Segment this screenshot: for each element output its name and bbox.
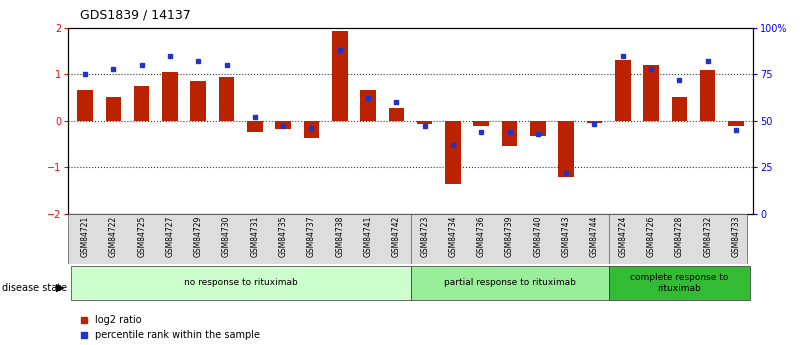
Text: GSM84730: GSM84730 <box>222 216 231 257</box>
Text: GSM84742: GSM84742 <box>392 216 400 257</box>
Text: GSM84729: GSM84729 <box>194 216 203 257</box>
Text: GSM84739: GSM84739 <box>505 216 514 257</box>
FancyBboxPatch shape <box>68 214 747 264</box>
Text: GSM84728: GSM84728 <box>675 216 684 257</box>
Bar <box>360 90 376 121</box>
Bar <box>671 97 687 121</box>
Text: GSM84738: GSM84738 <box>336 216 344 257</box>
Text: GSM84731: GSM84731 <box>251 216 260 257</box>
Text: GSM84743: GSM84743 <box>562 216 570 257</box>
Bar <box>643 65 659 121</box>
Bar <box>219 77 235 121</box>
Bar <box>388 108 405 121</box>
Text: GSM84741: GSM84741 <box>364 216 372 257</box>
Bar <box>586 121 602 123</box>
Text: GSM84735: GSM84735 <box>279 216 288 257</box>
Bar <box>501 121 517 146</box>
Bar <box>134 86 150 121</box>
Bar <box>276 121 291 129</box>
Bar <box>530 121 545 136</box>
Text: GSM84724: GSM84724 <box>618 216 627 257</box>
Text: percentile rank within the sample: percentile rank within the sample <box>95 330 260 339</box>
Bar <box>77 90 93 121</box>
Text: GSM84740: GSM84740 <box>533 216 542 257</box>
Text: GSM84737: GSM84737 <box>307 216 316 257</box>
Text: partial response to rituximab: partial response to rituximab <box>444 278 575 287</box>
FancyBboxPatch shape <box>609 266 750 300</box>
Bar <box>700 69 715 121</box>
Bar <box>106 97 121 121</box>
FancyBboxPatch shape <box>410 266 609 300</box>
Text: GSM84725: GSM84725 <box>137 216 146 257</box>
Text: GSM84727: GSM84727 <box>166 216 175 257</box>
Bar <box>417 121 433 125</box>
Text: GSM84744: GSM84744 <box>590 216 599 257</box>
Text: complete response to
rituximab: complete response to rituximab <box>630 273 729 293</box>
Text: GSM84734: GSM84734 <box>449 216 457 257</box>
Text: GDS1839 / 14137: GDS1839 / 14137 <box>80 9 191 22</box>
Bar <box>304 121 320 138</box>
Text: no response to rituximab: no response to rituximab <box>184 278 298 287</box>
Text: GSM84722: GSM84722 <box>109 216 118 257</box>
Text: disease state: disease state <box>2 283 66 293</box>
Text: log2 ratio: log2 ratio <box>95 315 141 325</box>
Bar <box>191 81 206 121</box>
Bar <box>445 121 461 184</box>
Bar <box>728 121 744 126</box>
Bar <box>162 72 178 121</box>
Text: GSM84726: GSM84726 <box>646 216 655 257</box>
Text: GSM84733: GSM84733 <box>731 216 740 257</box>
Text: ▶: ▶ <box>55 283 64 293</box>
Bar <box>558 121 574 177</box>
Text: GSM84723: GSM84723 <box>421 216 429 257</box>
Bar <box>247 121 263 132</box>
Text: GSM84721: GSM84721 <box>81 216 90 257</box>
Bar <box>332 31 348 121</box>
Text: GSM84736: GSM84736 <box>477 216 485 257</box>
Bar <box>473 121 489 126</box>
Bar <box>615 60 630 121</box>
Text: GSM84732: GSM84732 <box>703 216 712 257</box>
FancyBboxPatch shape <box>71 266 410 300</box>
